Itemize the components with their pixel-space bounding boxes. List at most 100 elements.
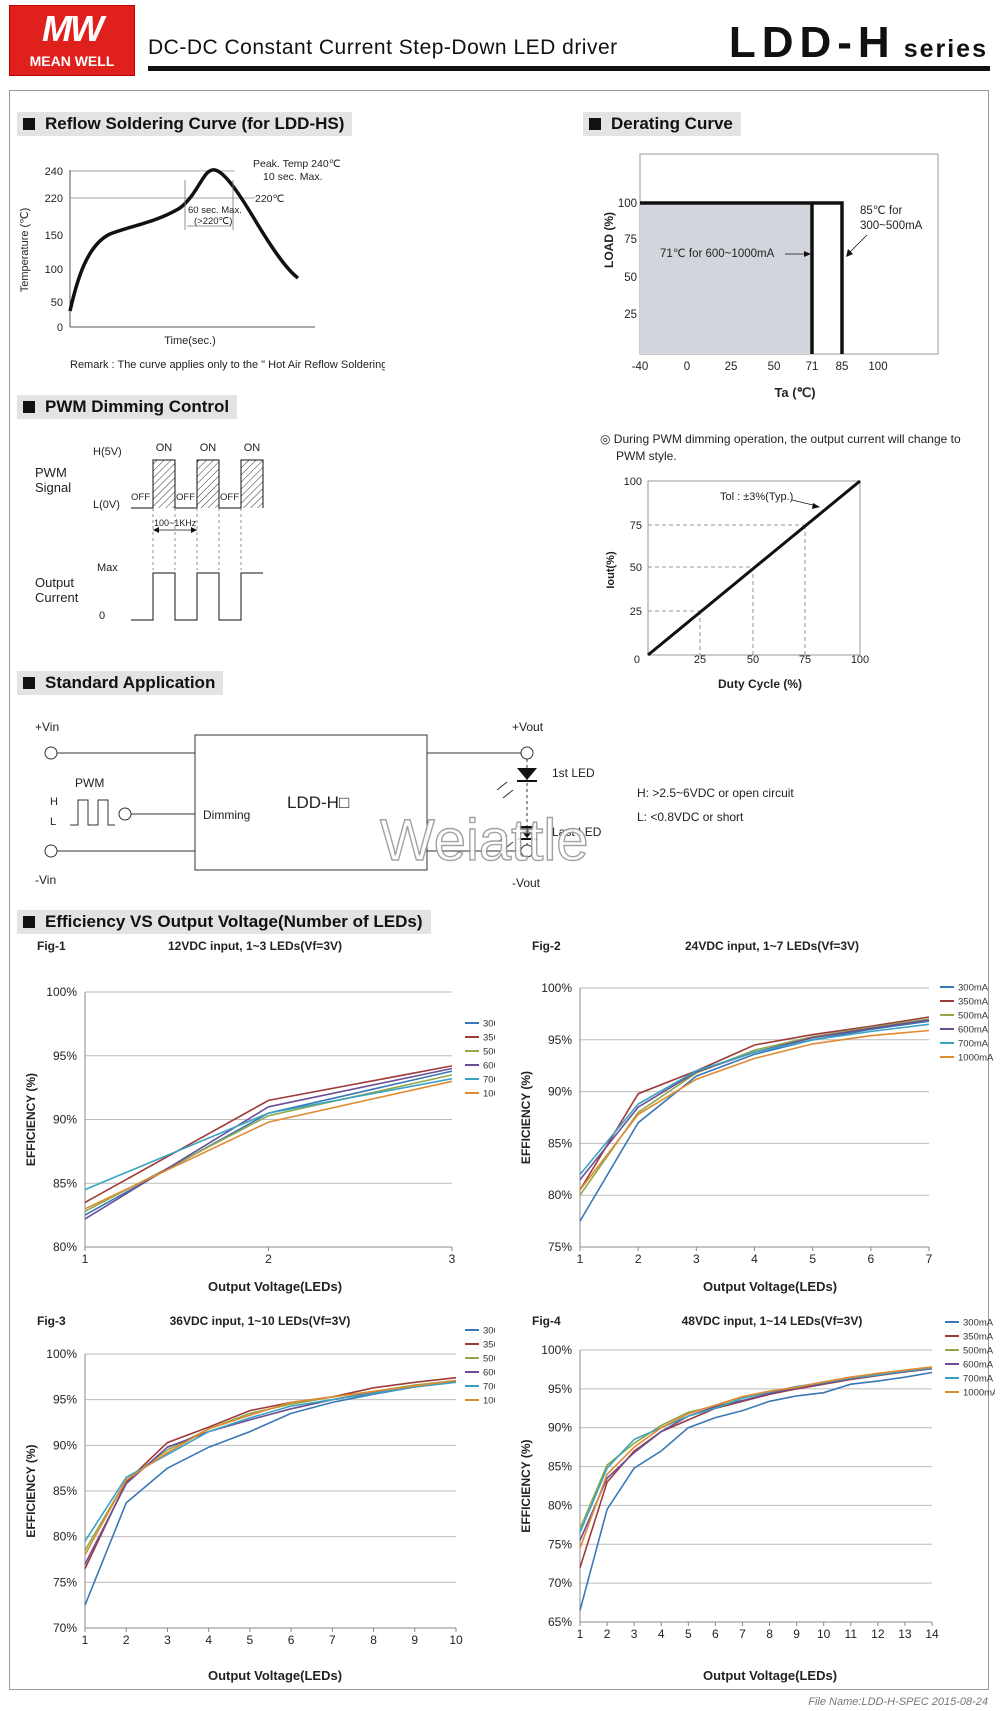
chart-4-ytick: 95% (548, 1382, 572, 1396)
application-circuit: +Vin PWM H L -Vin Dimming LDD-H□ +Vout -… (35, 720, 794, 890)
chart-1-ytick: 95% (53, 1049, 77, 1063)
duty-xtick-50: 50 (747, 654, 759, 666)
chart-1-ylabel: EFFICIENCY (%) (24, 1073, 38, 1166)
derating-xlabel: Ta (℃) (774, 385, 815, 400)
chart-4-xtick: 9 (793, 1627, 800, 1641)
chart-4-ytick: 85% (548, 1460, 572, 1474)
pwm-on-2: ON (200, 442, 217, 454)
derating-ytick-25: 25 (624, 309, 637, 321)
logo-name: MEAN WELL (29, 53, 115, 69)
efficiency-fig-1: Fig-1 12VDC input, 1~3 LEDs(Vf=3V) 80% 85% 9… (24, 939, 495, 1294)
pwm-note-1: ◎ During PWM dimming operation, the outp… (600, 432, 961, 446)
chart-1-xtick: 1 (82, 1252, 89, 1266)
chart-2-xtick: 5 (809, 1252, 816, 1266)
chart-1-title: 12VDC input, 1~3 LEDs(Vf=3V) (168, 939, 342, 953)
derating-area (640, 203, 812, 354)
chart-3-xtick: 5 (247, 1633, 254, 1647)
chart-4-ytick: 65% (548, 1615, 572, 1629)
section-application: Standard Application (17, 671, 224, 695)
duty-xtick-100: 100 (851, 654, 869, 666)
derating-xtick-25: 25 (725, 361, 738, 373)
derating-chart: 100 75 50 25 -40 0 25 50 71 85 100 LOAD … (602, 153, 939, 400)
reflow-duration-2: (>220℃) (194, 216, 232, 227)
derating-xtick-85: 85 (836, 361, 849, 373)
led-first-icon (517, 768, 537, 780)
reflow-xlabel: Time(sec.) (164, 335, 216, 347)
chart-4-legend-350mA: 350mA (963, 1332, 994, 1343)
efficiency-fig-2: Fig-2 24VDC input, 1~7 LEDs(Vf=3V) 75% 80% 8… (519, 939, 994, 1294)
pwm-off-1: OFF (131, 492, 150, 503)
derating-ytick-75: 75 (624, 234, 637, 246)
chart-4-xtick: 11 (845, 1627, 858, 1641)
pwm-output-wave (131, 572, 263, 621)
reflow-curve (68, 168, 300, 312)
duty-ytick-75: 75 (630, 520, 642, 532)
section-derating: Derating Curve (583, 112, 741, 136)
app-note-l: L: <0.8VDC or short (637, 810, 744, 824)
derating-note-85-2: 300~500mA (860, 220, 923, 232)
chart-4-series-700mA (579, 1367, 933, 1533)
app-vout-neg: -Vout (512, 876, 541, 890)
pwm-output-label-2: Current (35, 590, 79, 605)
chart-4-title: 48VDC input, 1~14 LEDs(Vf=3V) (682, 1314, 863, 1328)
duty-xtick-25: 25 (694, 654, 706, 666)
pwm-output-max: Max (97, 562, 118, 574)
derating-xtick-50: 50 (768, 361, 781, 373)
page-title: DC-DC Constant Current Step-Down LED dri… (148, 36, 618, 59)
reflow-ytick-220: 220 (45, 193, 63, 205)
app-led-first: 1st LED (552, 766, 595, 780)
chart-3-ytick: 70% (53, 1621, 77, 1635)
chart-4-legend-500mA: 500mA (963, 1346, 994, 1357)
chart-4-xtick: 3 (631, 1627, 638, 1641)
chart-4-xlabel: Output Voltage(LEDs) (703, 1668, 837, 1683)
chart-3-ytick: 80% (53, 1530, 77, 1544)
pwm-on-1: ON (156, 442, 173, 454)
chart-3-ytick: 100% (46, 1347, 77, 1361)
derating-note-71: 71℃ for 600~1000mA (660, 248, 775, 260)
chart-4-ylabel: EFFICIENCY (%) (519, 1439, 533, 1532)
duty-ytick-50: 50 (630, 562, 642, 574)
chart-3-legend-700mA: 700mA (483, 1382, 495, 1393)
chart-2-title: 24VDC input, 1~7 LEDs(Vf=3V) (685, 939, 859, 953)
chart-3-xtick: 1 (82, 1633, 89, 1647)
chart-3-fig-label: Fig-3 (37, 1314, 66, 1328)
pwm-signal-label-2: Signal (35, 480, 71, 495)
chart-4-ytick: 90% (548, 1421, 572, 1435)
chart-3-xtick: 3 (164, 1633, 171, 1647)
derating-xtick-m40: -40 (632, 361, 649, 373)
chart-1-legend-500mA: 500mA (483, 1047, 495, 1058)
chart-2-ylabel: EFFICIENCY (%) (519, 1071, 533, 1164)
duty-cycle-chart: 100 75 50 25 0 25 50 75 100 Iout(%) Duty… (605, 476, 869, 691)
chart-1-xlabel: Output Voltage(LEDs) (208, 1279, 342, 1294)
reflow-peak-1: Peak. Temp 240℃ (253, 158, 341, 170)
duty-ytick-100: 100 (624, 476, 642, 488)
chart-2-series-500mA (579, 1018, 930, 1196)
section-reflow: Reflow Soldering Curve (for LDD-HS) (17, 112, 353, 136)
chart-4-xtick: 5 (685, 1627, 692, 1641)
led-last-icon (517, 826, 537, 838)
reflow-chart: 240 220 150 100 50 0 Peak. Temp 240℃ 10 … (19, 158, 385, 371)
chart-1-legend-300mA: 300mA (483, 1019, 495, 1030)
duty-line (647, 479, 861, 657)
chart-4-ytick: 100% (541, 1343, 572, 1357)
duty-ytick-25: 25 (630, 606, 642, 618)
derating-xtick-71: 71 (806, 361, 819, 373)
chart-1-ytick: 100% (46, 985, 77, 999)
chart-1-ytick: 80% (53, 1240, 77, 1254)
chart-2-xtick: 7 (926, 1252, 933, 1266)
chart-4-xtick: 4 (658, 1627, 665, 1641)
app-pwm-l: L (50, 816, 56, 828)
chart-3-xtick: 10 (449, 1633, 463, 1647)
chart-3-xlabel: Output Voltage(LEDs) (208, 1668, 342, 1683)
derating-ytick-100: 100 (618, 198, 637, 210)
reflow-ytick-100: 100 (45, 264, 63, 276)
chart-2-xlabel: Output Voltage(LEDs) (703, 1279, 837, 1294)
chart-4-xtick: 14 (925, 1627, 939, 1641)
chart-2-xtick: 1 (577, 1252, 584, 1266)
efficiency-fig-3: Fig-3 36VDC input, 1~10 LEDs(Vf=3V) 70% 75%… (24, 1314, 495, 1683)
chart-2-ytick: 85% (548, 1136, 572, 1150)
series-word: series (903, 35, 988, 63)
chart-3-legend-300mA: 300mA (483, 1326, 495, 1337)
chart-4-ytick: 70% (548, 1576, 572, 1590)
chart-2-xtick: 4 (751, 1252, 758, 1266)
